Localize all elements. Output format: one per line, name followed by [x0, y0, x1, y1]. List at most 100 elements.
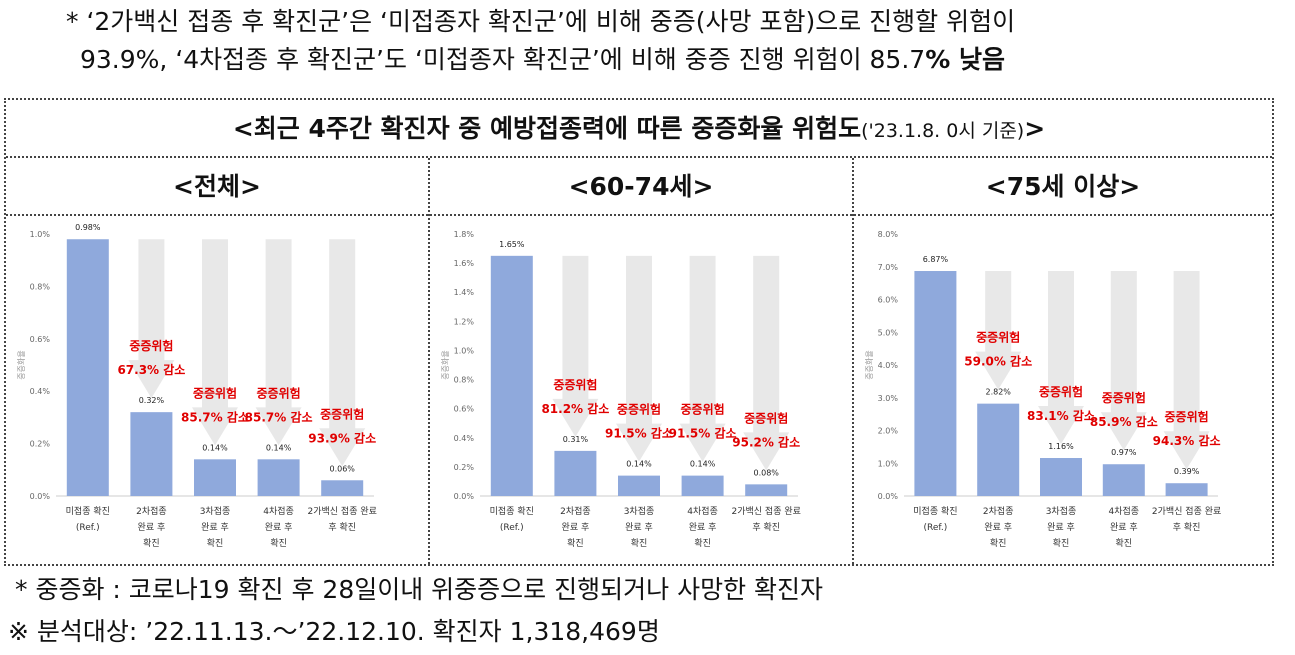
panel-total: <전체> 중증화율 0.0% 0.2% 0.4% 0.6% 0.8% 1.0% 0.98% 미접… — [6, 158, 428, 564]
footnote-scope: ※ 분석대상: ’22.11.13.～’22.12.10. 확진자 1,318,… — [8, 617, 660, 646]
category-label: 3차접종 — [1046, 505, 1077, 517]
reduction-arrow — [1038, 271, 1084, 445]
bar — [1102, 464, 1145, 496]
annotation-label: 중증위험 — [553, 377, 597, 392]
category-label: 완료 후 — [689, 522, 717, 533]
panel-title-75-plus: <75세 이상> — [854, 158, 1272, 216]
category-label: 4차접종 — [687, 505, 718, 517]
annotation-value: 94.3% 감소 — [1153, 433, 1221, 448]
y-tick-label: 0.0% — [454, 492, 475, 501]
category-label: 완료 후 — [625, 522, 653, 533]
annotation-label: 중증위험 — [617, 402, 661, 417]
bar — [914, 271, 957, 496]
annotation-value: 95.2% 감소 — [732, 434, 800, 449]
chart-75-plus: 중증화율 0.0% 1.0% 2.0% 3.0% 4.0% 5.0% 6.0% 7.0% 8.0%… — [865, 230, 1221, 549]
note-line-2: 93.9%, ‘4차접종 후 확진군’도 ‘미접종자 확진군’에 비해 중증 진… — [80, 38, 1005, 82]
category-label: 미접종 확진 — [66, 505, 110, 517]
category-label: 확진 — [1053, 537, 1070, 549]
y-axis-label: 중증화율 — [865, 350, 874, 379]
value-label: 0.14% — [202, 443, 228, 452]
bar — [977, 403, 1020, 496]
annotation-label: 중증위험 — [681, 402, 725, 417]
category-label: 3차접종 — [200, 505, 231, 517]
value-label: 0.08% — [753, 468, 779, 477]
category-label: 완료 후 — [201, 522, 229, 533]
y-tick-label: 0.8% — [30, 282, 51, 291]
category-label: 완료 후 — [265, 522, 293, 533]
y-tick-label: 1.0% — [878, 459, 899, 468]
y-tick-label: 0.2% — [454, 463, 475, 472]
category-label: 확진 — [631, 537, 648, 549]
note-line-1: * ‘2가백신 접종 후 확진군’은 ‘미접종자 확진군’에 비해 중증(사망 … — [66, 7, 1016, 36]
reduction-arrow — [679, 255, 726, 462]
reduction-arrow — [743, 255, 790, 471]
y-tick-label: 1.6% — [454, 259, 475, 268]
value-label: 2.82% — [985, 388, 1011, 397]
chart-60-74: 중증화율 0.0% 0.2% 0.4% 0.6% 0.8% 1.0% 1.2% 1.4% 1.6%… — [441, 230, 801, 549]
figure-title-end: > — [1024, 114, 1046, 143]
annotation-value: 67.3% 감소 — [117, 362, 185, 377]
annotation-value: 91.5% 감소 — [605, 426, 673, 441]
y-tick-label: 0.2% — [30, 440, 51, 449]
category-label: 확진 — [567, 537, 584, 549]
y-tick-label: 6.0% — [878, 296, 899, 305]
value-label: 0.98% — [75, 223, 101, 232]
annotation-label: 중증위험 — [744, 410, 788, 425]
note-line-2b: % 낮음 — [925, 45, 1005, 74]
category-label: 2가백신 접종 완료 — [731, 505, 800, 517]
y-axis-label: 중증화율 — [441, 350, 450, 379]
panel-title-total: <전체> — [6, 158, 428, 216]
value-label: 0.14% — [266, 443, 292, 452]
value-label: 0.32% — [139, 396, 165, 405]
annotation-value: 85.9% 감소 — [1090, 414, 1158, 429]
bar — [1040, 458, 1082, 496]
category-label: 완료 후 — [562, 522, 590, 533]
reduction-arrow — [255, 239, 302, 446]
category-label: 완료 후 — [1047, 522, 1075, 533]
category-label: 후 확진 — [328, 521, 356, 533]
bar — [681, 475, 724, 496]
annotation-value: 85.7% 감소 — [245, 409, 313, 424]
bar — [618, 475, 660, 496]
category-label: 확진 — [207, 537, 224, 549]
category-label: 2차접종 — [983, 505, 1014, 517]
annotation-label: 중증위험 — [129, 338, 173, 353]
category-label: 확진 — [1116, 537, 1133, 549]
annotation-label: 중증위험 — [193, 385, 237, 400]
annotation-label: 중증위험 — [320, 406, 364, 421]
category-label: (Ref.) — [924, 523, 948, 533]
y-tick-label: 0.0% — [30, 492, 51, 501]
annotation-label: 중증위험 — [976, 330, 1020, 345]
category-label: 후 확진 — [752, 521, 780, 533]
bar — [490, 255, 533, 496]
y-tick-label: 8.0% — [878, 230, 899, 239]
figure-title-main: <최근 4주간 확진자 중 예방접종력에 따른 중증화율 위험도 — [232, 114, 862, 143]
panel-title-60-74: <60-74세> — [430, 158, 852, 216]
annotation-label: 중증위험 — [1165, 409, 1209, 424]
annotation-label: 중증위험 — [1039, 384, 1083, 399]
y-tick-label: 7.0% — [878, 263, 899, 272]
value-label: 6.87% — [923, 255, 949, 264]
bar — [130, 412, 173, 496]
bar — [321, 480, 364, 496]
category-label: 4차접종 — [263, 505, 294, 517]
annotation-label: 중증위험 — [257, 385, 301, 400]
category-label: 2차접종 — [560, 505, 591, 517]
reduction-arrow — [1163, 271, 1210, 470]
category-label: 확진 — [143, 537, 160, 549]
y-tick-label: 5.0% — [878, 328, 899, 337]
category-label: 3차접종 — [624, 505, 655, 517]
category-label: 후 확진 — [1173, 521, 1201, 533]
panel-75-plus: <75세 이상> 중증화율 0.0% 1.0% 2.0% 3.0% 4.0% 5.0% 6.0… — [852, 158, 1272, 564]
figure-box: <최근 4주간 확진자 중 예방접종력에 따른 중증화율 위험도('23.1.8… — [4, 98, 1274, 566]
value-label: 0.14% — [690, 460, 716, 469]
value-label: 0.39% — [1174, 467, 1200, 476]
category-label: 확진 — [990, 537, 1007, 549]
figure-title: <최근 4주간 확진자 중 예방접종력에 따른 중증화율 위험도('23.1.8… — [6, 100, 1272, 158]
category-label: 완료 후 — [138, 522, 166, 533]
y-tick-label: 1.8% — [454, 230, 475, 239]
footnote-definition: * 중증화 : 코로나19 확진 후 28일이내 위중증으로 진행되거나 사망한… — [15, 575, 824, 604]
y-tick-label: 4.0% — [878, 361, 899, 370]
category-label: 완료 후 — [984, 522, 1012, 533]
reduction-arrow — [552, 255, 599, 437]
